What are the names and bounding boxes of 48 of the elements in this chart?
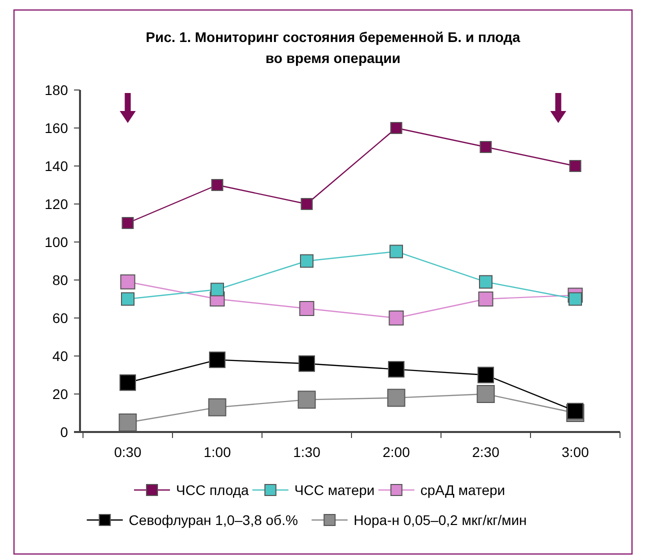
- point: [118, 414, 137, 432]
- point: [300, 198, 313, 210]
- chart-title: Рис. 1. Мониторинг состояния беременной Б. и плода во время операции: [146, 29, 520, 66]
- y-tick-label: 40: [52, 348, 68, 364]
- y-tick-label: 140: [44, 158, 68, 174]
- point: [478, 366, 494, 384]
- y-tick-label: 160: [44, 120, 68, 136]
- point: [387, 388, 406, 407]
- point: [569, 160, 582, 172]
- y-tick-label: 180: [44, 82, 68, 98]
- point: [120, 274, 136, 290]
- point: [480, 141, 492, 153]
- point: [388, 310, 404, 326]
- point: [388, 361, 404, 378]
- x-tick-label: 1:00: [204, 444, 232, 460]
- point: [209, 352, 226, 368]
- x-tick-label: 2:30: [472, 444, 500, 460]
- legend-label: срАД матери: [420, 482, 506, 498]
- y-tick-label: 0: [60, 424, 68, 440]
- legend-label: ЧСС плода: [176, 482, 249, 498]
- y-tick-label: 100: [44, 234, 68, 250]
- point: [390, 122, 402, 134]
- point: [390, 244, 403, 258]
- point: [208, 398, 226, 416]
- point: [300, 254, 314, 268]
- y-tick-label: 120: [44, 196, 68, 212]
- point: [298, 390, 316, 409]
- point: [479, 275, 492, 289]
- x-tick-label: 1:30: [293, 444, 321, 460]
- legend-label: ЧСС матери: [294, 482, 375, 498]
- y-tick-label: 60: [52, 310, 68, 326]
- point: [298, 355, 315, 372]
- point: [122, 217, 134, 229]
- point: [299, 301, 314, 316]
- point: [121, 292, 134, 306]
- point: [210, 282, 224, 296]
- y-tick-label: 80: [52, 272, 68, 288]
- x-tick-label: 3:00: [562, 444, 590, 460]
- y-tick-label: 20: [52, 386, 68, 402]
- legend-label: Севофлуран 1,0–3,8 об.%: [128, 512, 298, 528]
- point: [476, 385, 495, 403]
- legend-label: Нора-н 0,05–0,2 мкг/кг/мин: [354, 512, 527, 528]
- point: [120, 374, 136, 391]
- x-tick-label: 2:00: [382, 444, 410, 460]
- x-tick-label: 0:30: [114, 444, 142, 460]
- point: [211, 179, 224, 191]
- point: [568, 292, 582, 306]
- point: [478, 292, 494, 306]
